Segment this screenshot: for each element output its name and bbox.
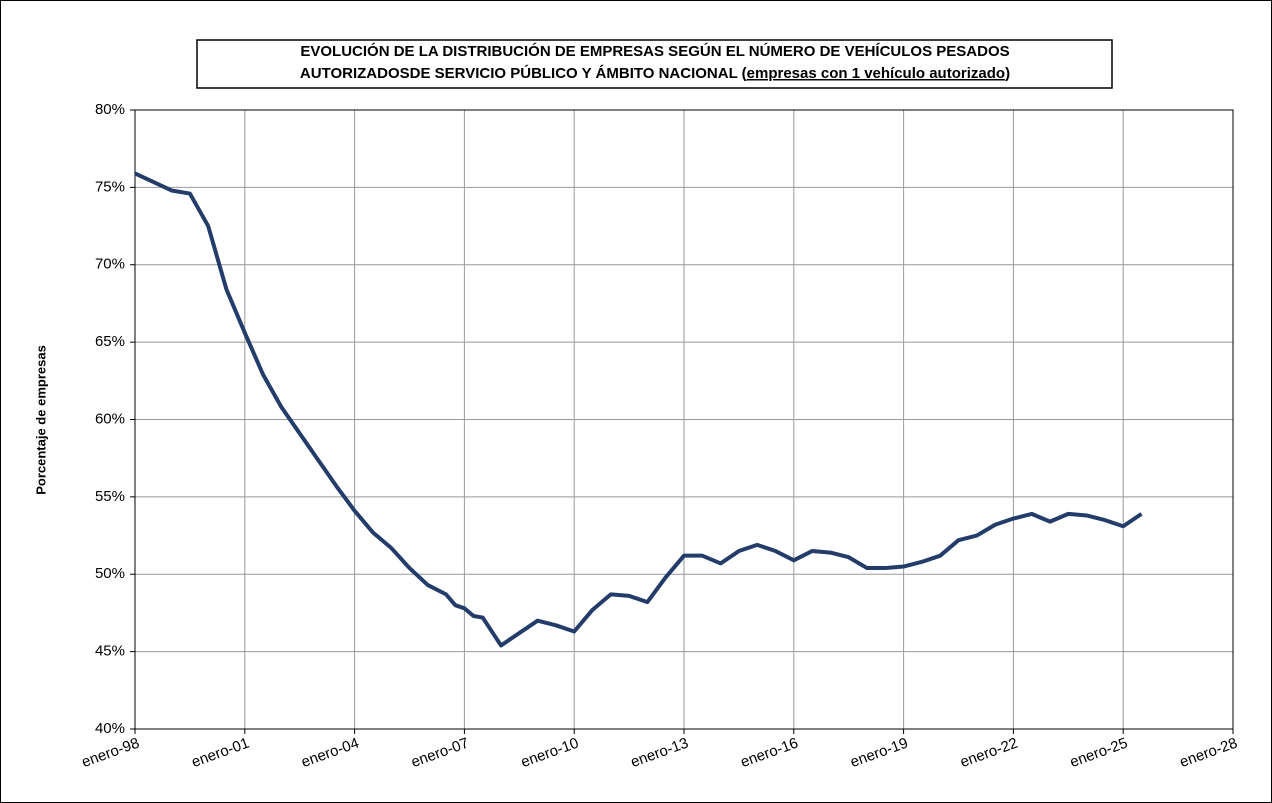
chart-title: AUTORIZADOSDE SERVICIO PÚBLICO Y ÁMBITO … [300,64,1010,82]
title-part: empresas con 1 vehículo autorizado [747,65,1005,82]
y-tick-label: 70% [95,256,125,273]
plot-border [134,109,1234,730]
data-line [134,171,1143,648]
title-box [196,39,1113,89]
y-tick-label: 60% [95,410,125,427]
title-part: ) [1005,65,1010,82]
title-part: AUTORIZADOSDE SERVICIO PÚBLICO Y ÁMBITO … [300,64,747,82]
y-tick-label: 75% [95,178,125,195]
y-tick-label: 40% [95,720,125,737]
y-tick-label: 50% [95,565,125,582]
y-tick-label: 80% [95,101,125,118]
y-axis-label: Porcentaje de empresas [33,345,48,495]
y-tick-label: 45% [95,643,125,660]
chart-title: EVOLUCIÓN DE LA DISTRIBUCIÓN DE EMPRESAS… [300,42,1009,60]
y-tick-label: 55% [95,488,125,505]
y-tick-label: 65% [95,333,125,350]
